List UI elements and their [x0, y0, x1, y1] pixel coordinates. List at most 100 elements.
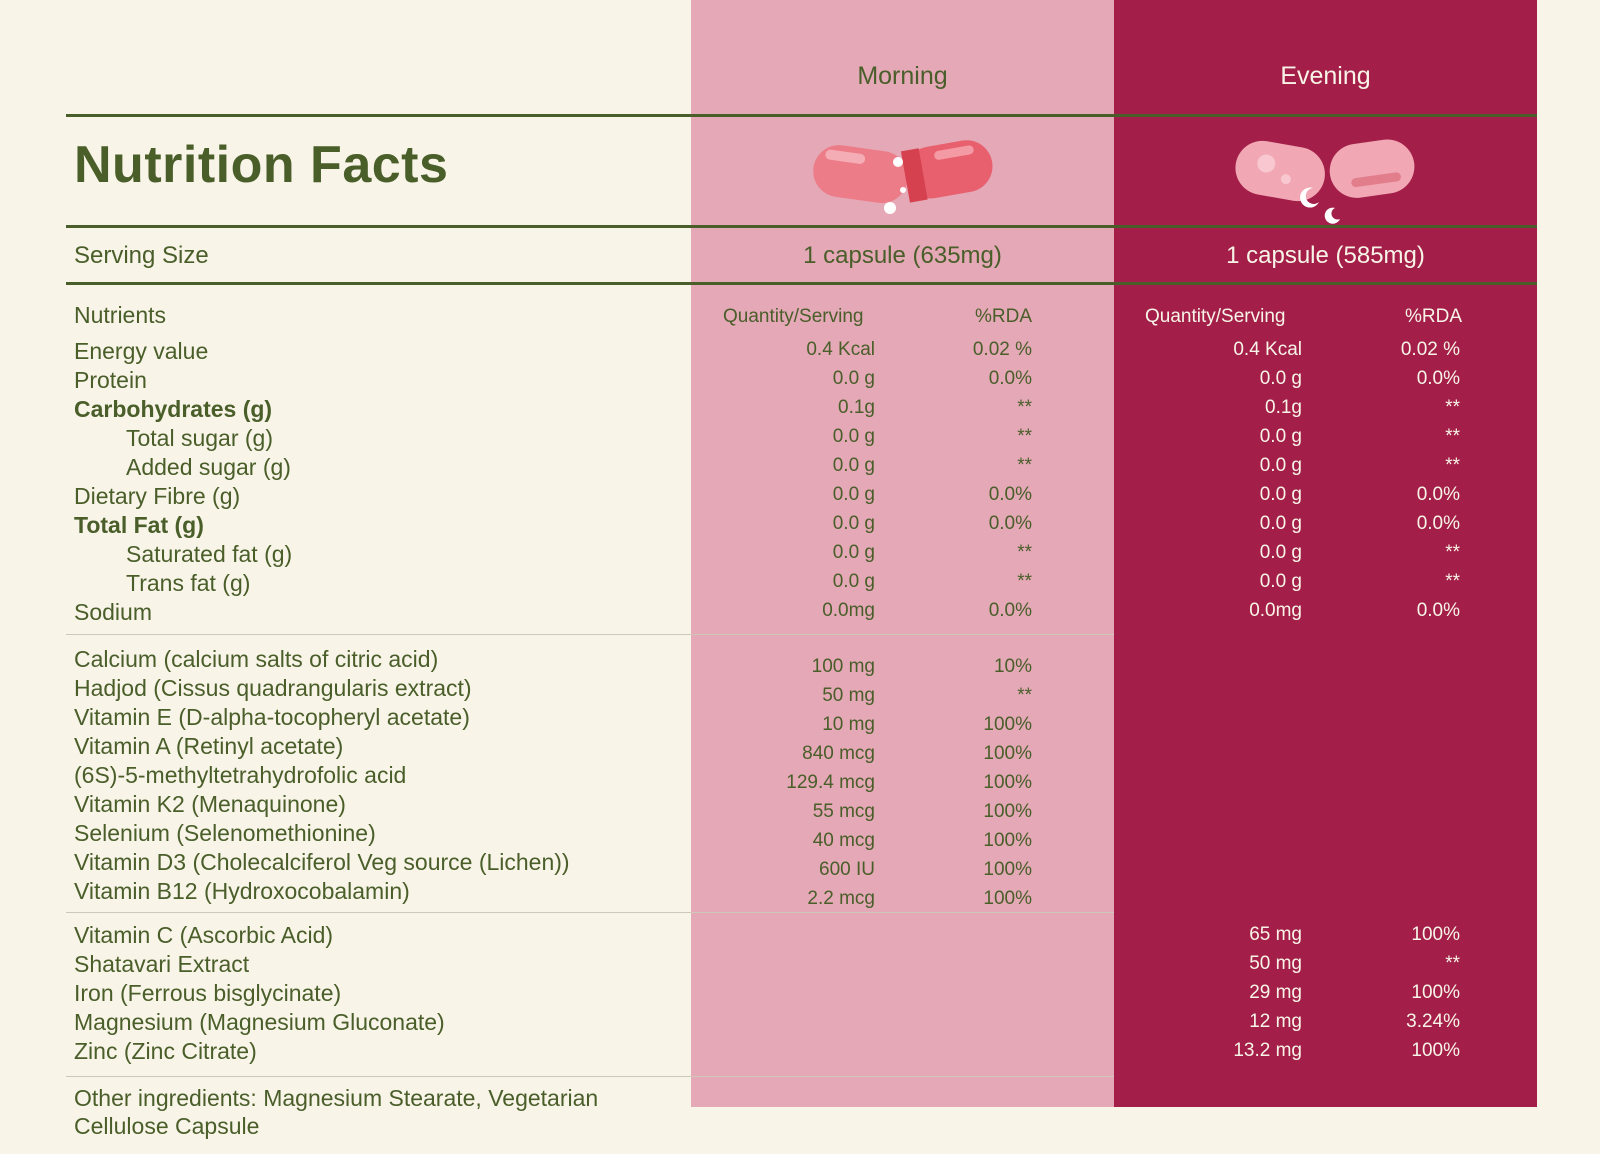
- evening-rda: 0.0%: [1416, 368, 1460, 389]
- evening-qty: 65 mg: [1249, 924, 1302, 945]
- morning-qty: 55 mcg: [812, 801, 875, 822]
- morning-qty: 0.1g: [838, 397, 875, 418]
- table-row: Selenium (Selenomethionine): [74, 820, 376, 846]
- table-row: Total Fat (g): [74, 512, 204, 538]
- morning-qty: 50 mg: [822, 685, 875, 706]
- evening-rda: 100%: [1411, 1040, 1460, 1061]
- table-row: Saturated fat (g): [126, 541, 293, 567]
- evening-qty: 0.0 g: [1259, 368, 1302, 389]
- morning-qty: 10 mg: [822, 714, 875, 735]
- morning-rda: 10%: [993, 656, 1032, 677]
- divider: [66, 225, 1537, 228]
- table-row: Protein: [74, 367, 147, 393]
- morning-rda: **: [1017, 426, 1032, 447]
- evening-rda: **: [1445, 571, 1460, 592]
- evening-qty: 13.2 mg: [1233, 1040, 1302, 1061]
- morning-rda: 100%: [983, 888, 1032, 909]
- evening-qty: 12 mg: [1249, 1011, 1302, 1032]
- evening-serving: 1 capsule (585mg): [1226, 242, 1425, 269]
- morning-qty: 129.4 mcg: [786, 772, 875, 793]
- evening-rda: **: [1445, 397, 1460, 418]
- evening-qty: 0.0 g: [1259, 426, 1302, 447]
- evening-rda: **: [1445, 455, 1460, 476]
- morning-rda: **: [1017, 685, 1032, 706]
- evening-qty: 0.1g: [1265, 397, 1302, 418]
- morning-rda-heading: %RDA: [975, 306, 1033, 327]
- divider: [66, 114, 1537, 117]
- evening-rda: 100%: [1411, 924, 1460, 945]
- morning-qty: 40 mcg: [812, 830, 875, 851]
- morning-rda: 0.0%: [988, 513, 1032, 534]
- morning-qty: 2.2 mcg: [807, 888, 875, 909]
- evening-rda: **: [1445, 953, 1460, 974]
- table-row: Carbohydrates (g): [74, 396, 273, 422]
- evening-rda: 0.0%: [1416, 600, 1460, 621]
- evening-rda-heading: %RDA: [1405, 306, 1463, 327]
- morning-rda: **: [1017, 397, 1032, 418]
- page-title: Nutrition Facts: [74, 136, 449, 194]
- evening-rda: 0.0%: [1416, 484, 1460, 505]
- table-row: Calcium (calcium salts of citric acid): [74, 646, 439, 672]
- table-row: Added sugar (g): [126, 454, 291, 480]
- evening-rda: 100%: [1411, 982, 1460, 1003]
- table-row: Energy value: [74, 338, 209, 364]
- evening-rda: **: [1445, 426, 1460, 447]
- evening-qty: 0.0mg: [1249, 600, 1302, 621]
- evening-rda: 0.0%: [1416, 513, 1460, 534]
- table-row: (6S)-5-methyltetrahydrofolic acid: [74, 762, 407, 788]
- evening-qty: 0.0 g: [1259, 542, 1302, 563]
- table-row: Vitamin E (D-alpha-tocopheryl acetate): [74, 704, 470, 730]
- other-ingredients: Other ingredients: Magnesium Stearate, V…: [74, 1085, 599, 1139]
- evening-column-bg: [1114, 0, 1537, 1107]
- capsule-sun-icon: [813, 140, 993, 214]
- morning-rda: 0.02 %: [972, 339, 1032, 360]
- evening-rda: **: [1445, 542, 1460, 563]
- table-row: Magnesium (Magnesium Gluconate): [74, 1009, 445, 1035]
- nutrients-heading: Nutrients: [74, 302, 167, 328]
- morning-qty: 600 IU: [819, 859, 875, 880]
- table-row: Vitamin K2 (Menaquinone): [74, 791, 346, 817]
- evening-header: Evening: [1280, 62, 1371, 90]
- evening-qty: 0.4 Kcal: [1233, 339, 1302, 360]
- morning-rda: **: [1017, 571, 1032, 592]
- morning-rda: 0.0%: [988, 600, 1032, 621]
- morning-qty: 0.0 g: [832, 513, 875, 534]
- evening-qty: 0.0 g: [1259, 571, 1302, 592]
- divider: [66, 912, 1114, 913]
- morning-qty: 100 mg: [811, 656, 875, 677]
- morning-rda: **: [1017, 455, 1032, 476]
- morning-rda: 100%: [983, 743, 1032, 764]
- morning-rda: 100%: [983, 714, 1032, 735]
- morning-qty-heading: Quantity/Serving: [723, 306, 864, 327]
- morning-rda: 100%: [983, 830, 1032, 851]
- morning-rda: 0.0%: [988, 484, 1032, 505]
- table-row: Iron (Ferrous bisglycinate): [74, 980, 342, 1006]
- table-row: Trans fat (g): [126, 570, 251, 596]
- morning-qty: 0.0 g: [832, 571, 875, 592]
- evening-rda: 0.02 %: [1400, 339, 1460, 360]
- table-row: Vitamin B12 (Hydroxocobalamin): [74, 878, 410, 904]
- evening-qty: 0.0 g: [1259, 455, 1302, 476]
- table-row: Hadjod (Cissus quadrangularis extract): [74, 675, 472, 701]
- morning-qty: 0.0 g: [832, 542, 875, 563]
- table-row: Sodium: [74, 599, 152, 625]
- morning-qty: 0.4 Kcal: [806, 339, 875, 360]
- morning-serving: 1 capsule (635mg): [803, 242, 1002, 269]
- table-row: Vitamin A (Retinyl acetate): [74, 733, 344, 759]
- evening-qty: 29 mg: [1249, 982, 1302, 1003]
- table-row: Vitamin D3 (Cholecalciferol Veg source (…: [74, 849, 570, 875]
- morning-rda: 100%: [983, 772, 1032, 793]
- morning-header: Morning: [857, 62, 948, 90]
- table-row: Vitamin C (Ascorbic Acid): [74, 922, 334, 948]
- evening-qty: 0.0 g: [1259, 513, 1302, 534]
- evening-qty: 0.0 g: [1259, 484, 1302, 505]
- morning-qty: 0.0 g: [832, 426, 875, 447]
- morning-rda: 100%: [983, 859, 1032, 880]
- morning-qty: 0.0 g: [832, 455, 875, 476]
- morning-rda: 100%: [983, 801, 1032, 822]
- table-row: Dietary Fibre (g): [74, 483, 241, 509]
- morning-qty: 0.0 g: [832, 368, 875, 389]
- capsule-moon-icon: [1235, 139, 1415, 224]
- morning-qty: 840 mcg: [802, 743, 875, 764]
- morning-qty: 0.0mg: [822, 600, 875, 621]
